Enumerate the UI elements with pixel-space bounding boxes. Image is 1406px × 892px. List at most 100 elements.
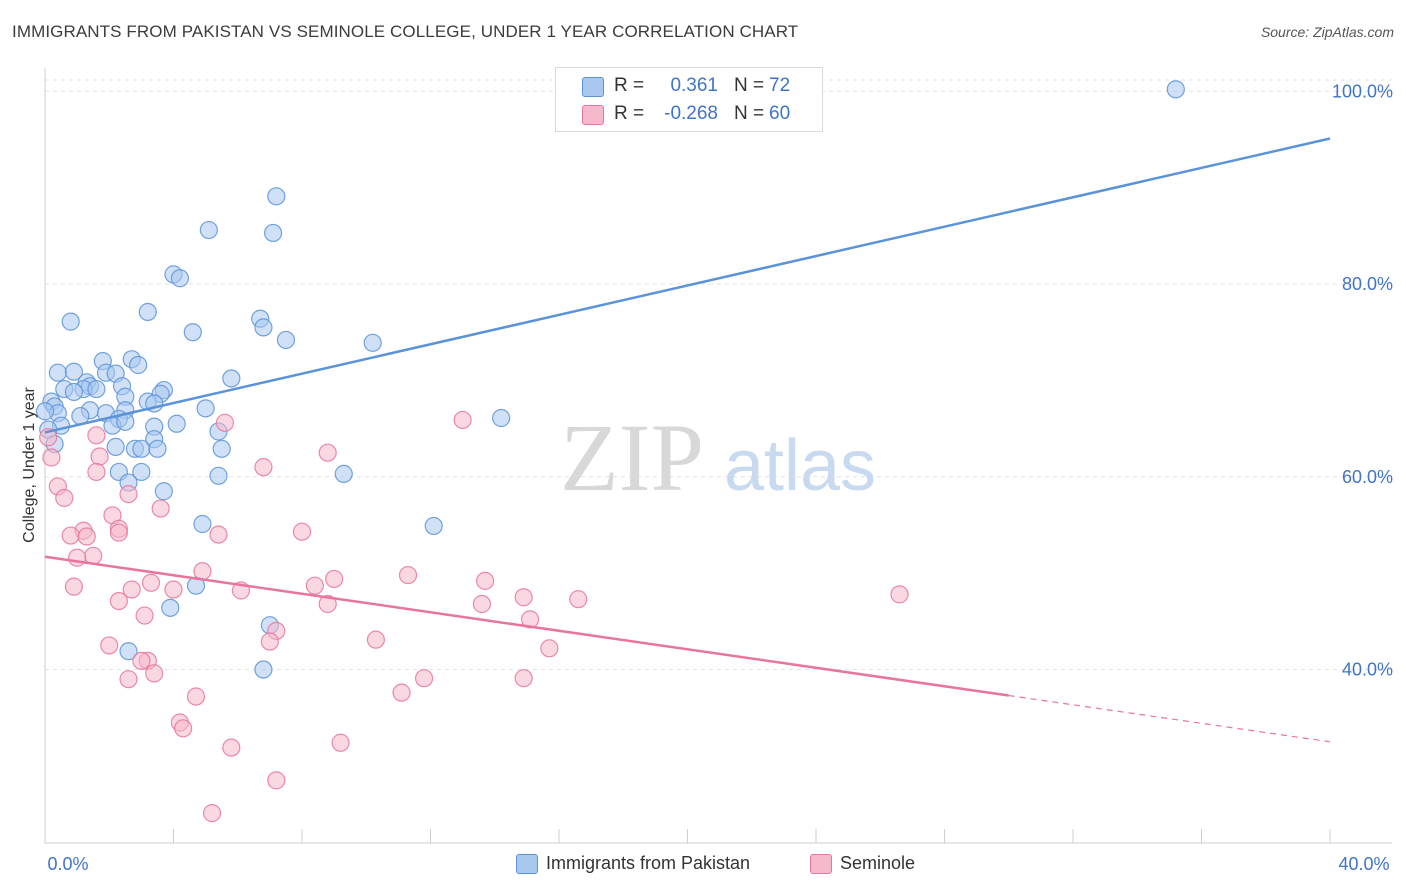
point-seminole: [122, 580, 141, 599]
point-pakistan: [424, 516, 443, 536]
tick-labels: 40.0% 60.0% 80.0% 100.0% 0.0% 40.0%: [47, 81, 1393, 874]
point-seminole: [132, 651, 151, 670]
point-pakistan: [35, 402, 55, 421]
point-seminole: [145, 664, 164, 683]
point-seminole: [305, 576, 324, 595]
point-seminole: [318, 594, 337, 614]
legend-swatch-seminole: [582, 105, 604, 125]
point-seminole: [325, 569, 344, 589]
point-pakistan: [106, 437, 125, 456]
point-seminole: [119, 485, 138, 504]
legend-r-label: R =: [614, 103, 645, 124]
points-layer: [35, 80, 1185, 823]
point-pakistan: [199, 220, 218, 240]
point-pakistan: [132, 462, 151, 482]
point-seminole: [202, 804, 222, 823]
source-label: Source: ZipAtlas.com: [1260, 24, 1394, 40]
trend-line-seminole: [44, 555, 1009, 697]
point-pakistan: [1166, 80, 1185, 99]
point-pakistan: [161, 598, 180, 617]
point-seminole: [90, 447, 109, 466]
y-axis-label: College, Under 1 year: [21, 387, 38, 543]
point-seminole: [100, 636, 119, 655]
point-seminole: [87, 426, 106, 445]
point-pakistan: [64, 362, 84, 381]
correlation-legend: R = 0.361 N = 72 R = -0.268 N = 60: [555, 67, 823, 132]
watermark-zip: ZIP: [560, 404, 704, 511]
point-seminole: [64, 577, 84, 596]
point-seminole: [254, 458, 273, 477]
legend-n-value: 60: [769, 103, 791, 124]
point-pakistan: [129, 355, 148, 375]
point-seminole: [135, 606, 154, 625]
point-pakistan: [363, 333, 382, 352]
point-seminole: [514, 669, 533, 688]
point-pakistan: [138, 302, 157, 322]
legend-n-value: 72: [769, 75, 791, 96]
point-pakistan: [61, 312, 80, 331]
point-seminole: [61, 526, 80, 545]
y-tick-label: 60.0%: [1342, 467, 1393, 487]
point-pakistan: [64, 382, 84, 402]
series-label-seminole: Seminole: [840, 853, 916, 873]
point-seminole: [260, 632, 279, 651]
legend-row-pakistan: R = 0.361 N = 72: [556, 72, 822, 100]
point-pakistan: [87, 379, 106, 399]
point-seminole: [109, 591, 128, 611]
point-seminole: [392, 683, 411, 702]
point-seminole: [174, 719, 193, 738]
point-pakistan: [183, 323, 202, 342]
legend-row-seminole: R = -0.268 N = 60: [556, 100, 822, 128]
point-seminole: [398, 565, 418, 585]
legend-r-value: 0.361: [670, 75, 718, 96]
point-pakistan: [193, 514, 212, 534]
series-swatch-pakistan: [516, 854, 538, 874]
point-seminole: [109, 523, 128, 542]
point-pakistan: [196, 399, 215, 418]
grid-lines: [45, 79, 1392, 671]
point-pakistan: [254, 660, 273, 679]
point-seminole: [890, 585, 909, 604]
point-seminole: [77, 527, 96, 546]
point-seminole: [267, 771, 286, 790]
point-pakistan: [492, 408, 511, 428]
point-pakistan: [132, 439, 151, 458]
series-label-pakistan: Immigrants from Pakistan: [546, 853, 751, 873]
point-seminole: [215, 413, 234, 432]
point-pakistan: [154, 482, 173, 501]
point-pakistan: [119, 642, 138, 661]
trend-line-seminole-dashed: [1008, 694, 1331, 743]
point-seminole: [68, 548, 87, 567]
point-seminole: [453, 410, 472, 430]
point-pakistan: [276, 330, 296, 350]
x-tick-label: 40.0%: [1338, 854, 1389, 874]
point-seminole: [540, 639, 559, 658]
point-seminole: [209, 525, 228, 544]
point-seminole: [514, 588, 533, 607]
point-seminole: [39, 428, 58, 447]
trend-line-pakistan: [44, 137, 1331, 434]
point-pakistan: [212, 439, 231, 458]
point-seminole: [414, 669, 434, 688]
legend-n-label: N =: [734, 103, 765, 124]
point-seminole: [151, 499, 170, 518]
series-swatch-seminole: [810, 854, 832, 874]
point-pakistan: [267, 187, 286, 206]
point-seminole: [186, 687, 206, 706]
watermark: ZIP atlas: [560, 404, 876, 511]
point-pakistan: [167, 414, 186, 433]
y-tick-label: 40.0%: [1342, 660, 1393, 680]
point-pakistan: [334, 464, 353, 483]
point-seminole: [331, 733, 350, 752]
point-seminole: [476, 571, 495, 590]
point-seminole: [569, 590, 588, 609]
point-seminole: [141, 573, 161, 592]
y-tick-label: 100.0%: [1332, 81, 1393, 101]
point-seminole: [119, 670, 138, 689]
watermark-atlas: atlas: [724, 426, 876, 506]
point-seminole: [42, 448, 61, 467]
point-pakistan: [222, 369, 241, 388]
legend-r-label: R =: [614, 75, 645, 96]
trend-lines: [44, 137, 1331, 743]
point-seminole: [193, 562, 212, 581]
